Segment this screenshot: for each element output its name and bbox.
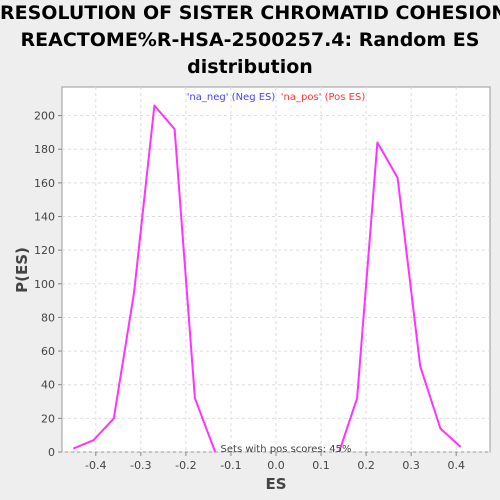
y-tick-label: 160 <box>34 177 55 190</box>
legend-pos: 'na_pos' (Pos ES) <box>281 92 366 103</box>
y-axis-label: P(ES) <box>13 247 31 293</box>
x-tick-label: -0.4 <box>85 459 106 472</box>
x-tick-label: -0.2 <box>175 459 196 472</box>
legend-neg: 'na_neg' (Neg ES) <box>187 92 276 103</box>
title-line-1: RESOLUTION OF SISTER CHROMATID COHESION% <box>0 2 500 24</box>
y-tick-label: 80 <box>41 311 55 324</box>
y-tick-label: 140 <box>34 211 55 224</box>
x-tick-label: 0.0 <box>267 459 285 472</box>
series-line-pos <box>338 141 462 453</box>
series-line-neg <box>72 104 217 453</box>
x-axis-label: ES <box>265 475 286 493</box>
x-tick-label: 0.4 <box>447 459 465 472</box>
y-tick-label: 200 <box>34 110 55 123</box>
x-tick-label: 0.2 <box>357 459 375 472</box>
y-tick-label: 100 <box>34 278 55 291</box>
title-line-3: distribution <box>187 56 313 78</box>
x-tick-label: -0.3 <box>130 459 151 472</box>
chart-title: RESOLUTION OF SISTER CHROMATID COHESION%… <box>0 0 500 81</box>
series-lines <box>72 104 462 453</box>
x-tick-label: -0.1 <box>220 459 241 472</box>
x-axis-ticks: -0.4 -0.3 -0.2 -0.1 0.0 0.1 0.2 0.3 0.4 <box>85 452 465 472</box>
y-tick-label: 0 <box>48 446 55 459</box>
y-tick-label: 120 <box>34 244 55 257</box>
y-tick-label: 40 <box>41 379 55 392</box>
y-axis-ticks: 0 20 40 60 80 100 120 140 160 180 200 <box>34 110 62 459</box>
x-tick-label: 0.3 <box>402 459 420 472</box>
y-tick-label: 60 <box>41 345 55 358</box>
pos-score-annotation: Sets with pos scores: 45% <box>221 444 352 455</box>
title-line-2: REACTOME%R-HSA-2500257.4: Random ES <box>20 29 480 51</box>
y-tick-label: 180 <box>34 143 55 156</box>
y-tick-label: 20 <box>41 412 55 425</box>
x-tick-label: 0.1 <box>312 459 330 472</box>
